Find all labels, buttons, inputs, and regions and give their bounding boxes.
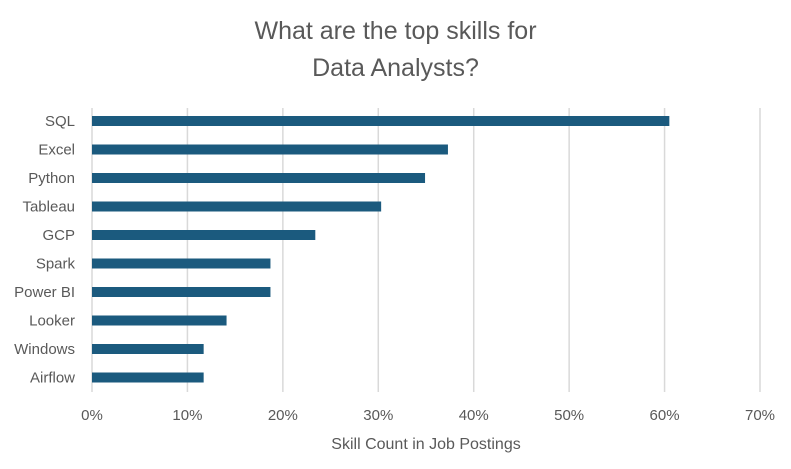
y-category-label: Spark (36, 256, 76, 273)
y-category-label: Tableau (22, 199, 75, 216)
bar (92, 144, 448, 155)
x-tick-label: 40% (459, 407, 489, 424)
y-category-label: Power BI (14, 284, 75, 301)
chart-title-line-2: Data Analysts? (312, 54, 479, 82)
bar (92, 287, 271, 297)
x-tick-label: 60% (650, 407, 680, 424)
y-category-label: Excel (38, 142, 75, 159)
x-axis-title: Skill Count in Job Postings (331, 436, 520, 453)
bar (92, 201, 382, 212)
bar (92, 372, 204, 383)
bar (92, 315, 227, 326)
x-tick-label: 20% (268, 407, 298, 424)
x-tick-label: 70% (745, 407, 775, 424)
y-category-label: GCP (42, 227, 75, 244)
bar (92, 230, 316, 240)
bar (92, 116, 670, 126)
y-category-label: Python (28, 170, 75, 187)
y-category-label: SQL (45, 113, 75, 130)
x-tick-label: 10% (172, 407, 202, 424)
bar (92, 344, 204, 354)
x-tick-label: 0% (81, 407, 103, 424)
chart-title-line-1: What are the top skills for (254, 17, 537, 45)
x-tick-label: 30% (363, 407, 393, 424)
y-category-label: Airflow (30, 370, 75, 387)
y-category-label: Windows (14, 341, 75, 358)
bar (92, 258, 271, 269)
y-category-label: Looker (29, 313, 75, 330)
x-tick-label: 50% (554, 407, 584, 424)
bar (92, 173, 426, 183)
